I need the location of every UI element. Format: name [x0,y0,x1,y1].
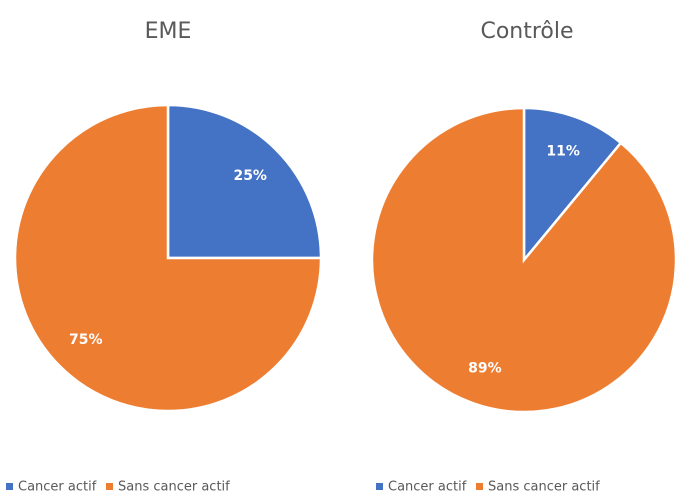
legend-swatch [6,483,13,490]
pie-slice [370,106,678,414]
legend-label: Sans cancer actif [118,480,230,495]
legend-swatch [476,483,483,490]
value-label: 89% [468,361,502,377]
legend-label: Cancer actif [388,480,467,495]
legend-label: Cancer actif [18,480,97,495]
pie-slice [13,103,323,413]
value-label: 11% [546,143,580,159]
legend-swatch [376,483,383,490]
legend-label: Sans cancer actif [488,480,600,495]
legend-swatch [106,483,113,490]
pie-slice [522,106,623,264]
value-label: 75% [69,332,103,348]
value-label: 25% [233,168,267,184]
pie-slice [166,103,323,260]
chart-title: EME [145,19,192,44]
chart-title: Contrôle [480,19,573,44]
